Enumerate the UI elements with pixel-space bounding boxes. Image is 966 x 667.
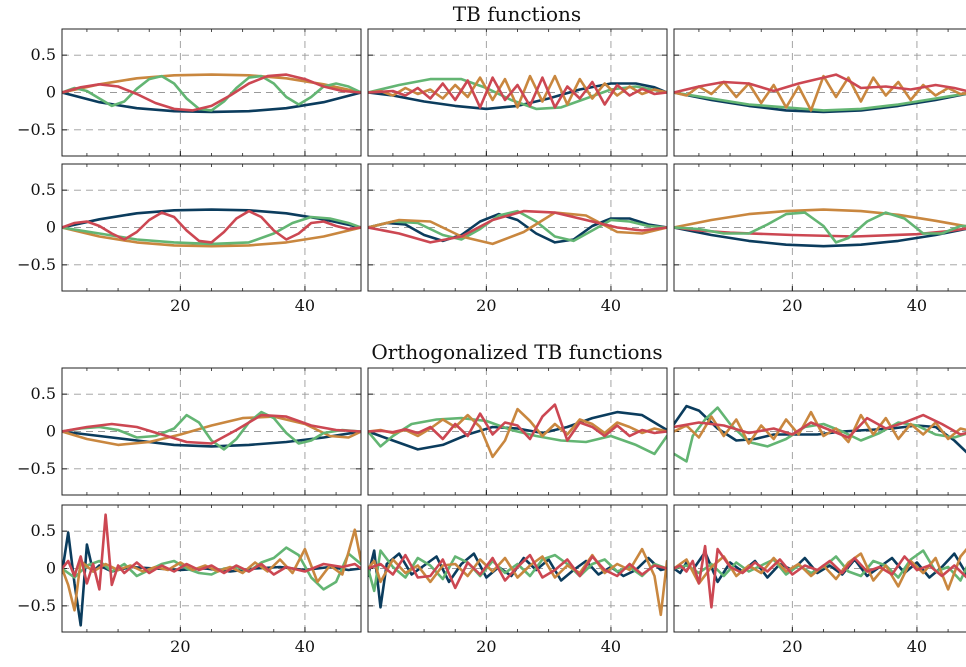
series-line-4	[368, 553, 667, 590]
top-group-title: TB functions	[453, 2, 581, 26]
series-line-3	[368, 74, 667, 109]
series-line-1	[62, 91, 361, 114]
series-line-2	[62, 226, 361, 248]
x-tick-label: 40	[601, 637, 621, 656]
series-line-4	[674, 211, 966, 244]
panel-frame	[673, 28, 966, 157]
y-tick-label: 0.5	[31, 384, 56, 403]
y-tick-label: −0.5	[17, 596, 56, 615]
panel-g1-r0-c2	[673, 367, 966, 496]
panel-g1-r0-c1	[367, 367, 668, 496]
series-line-4	[368, 209, 667, 244]
x-tick-label: 20	[476, 296, 496, 315]
panel-g0-r1-c1: 20 40	[367, 163, 668, 315]
curves	[368, 209, 667, 246]
x-tick-label: 20	[782, 296, 802, 315]
series-line-3	[674, 208, 966, 229]
panel-grid: −0.500.5−0.500.520 40 20 40 20 40−0.500.5−0.5…	[17, 28, 966, 656]
curves	[368, 403, 667, 459]
series-line-4	[674, 413, 966, 439]
series-line-4	[368, 403, 667, 442]
y-tick-label: −0.5	[17, 255, 56, 274]
y-tick-label: 0	[46, 218, 56, 237]
series-line-2	[368, 209, 667, 243]
panel-g1-r0-c0: −0.5 0 0.5	[17, 367, 362, 496]
y-tick-label: 0	[46, 559, 56, 578]
panel-g0-r1-c0: −0.5 0 0.5 20 40	[17, 163, 362, 315]
series-line-4	[62, 73, 361, 112]
series-line-3	[62, 528, 361, 612]
curves	[674, 208, 966, 248]
series-line-2	[674, 91, 966, 112]
x-tick-label: 20	[170, 637, 190, 656]
y-tick-label: 0	[46, 422, 56, 441]
series-line-4	[674, 544, 966, 609]
panel-frame	[61, 28, 362, 157]
panel-g0-r1-c2: 20 40	[673, 163, 966, 315]
panel-frame	[673, 504, 966, 633]
x-tick-label: 20	[476, 637, 496, 656]
y-tick-label: −0.5	[17, 459, 56, 478]
y-tick-label: 0	[46, 83, 56, 102]
curves	[674, 404, 966, 463]
x-tick-label: 40	[601, 296, 621, 315]
panel-frame	[367, 504, 668, 633]
series-line-2	[62, 415, 361, 447]
curves	[674, 73, 966, 114]
series-line-4	[368, 76, 667, 109]
panel-frame	[61, 367, 362, 496]
x-tick-label: 20	[170, 296, 190, 315]
y-tick-label: −0.5	[17, 120, 56, 139]
series-line-1	[368, 410, 667, 451]
series-line-1	[62, 430, 361, 448]
panel-frame	[61, 163, 362, 292]
panel-g1-r1-c0: −0.5 0 0.5 20 40	[17, 504, 362, 656]
series-line-3	[368, 407, 667, 459]
x-tick-label: 40	[907, 637, 927, 656]
curves	[62, 208, 361, 248]
x-tick-label: 20	[782, 637, 802, 656]
panel-g0-r0-c0: −0.5 0 0.5	[17, 28, 362, 157]
series-line-4	[62, 209, 361, 244]
curves	[62, 513, 361, 627]
series-line-4	[62, 513, 361, 591]
bottom-group-title: Orthogonalized TB functions	[371, 340, 662, 364]
curves	[674, 544, 966, 609]
curves	[368, 74, 667, 111]
panel-g0-r0-c2	[673, 28, 966, 157]
x-tick-label: 40	[295, 637, 315, 656]
x-tick-label: 40	[295, 296, 315, 315]
curves	[62, 73, 361, 114]
series-line-1	[368, 82, 667, 111]
curves	[62, 410, 361, 451]
panel-frame	[673, 163, 966, 292]
series-line-3	[62, 74, 361, 112]
series-line-3	[62, 215, 361, 246]
series-line-4	[674, 73, 966, 94]
panel-frame	[367, 28, 668, 157]
panel-g1-r1-c1: 20 40	[367, 504, 668, 656]
y-tick-label: 0.5	[31, 521, 56, 540]
y-tick-label: 0.5	[31, 180, 56, 199]
x-tick-label: 40	[907, 296, 927, 315]
panel-frame	[367, 163, 668, 292]
curves	[368, 547, 667, 617]
series-line-3	[674, 410, 966, 445]
series-line-4	[62, 413, 361, 445]
panel-frame	[673, 367, 966, 496]
panel-g0-r0-c1	[367, 28, 668, 157]
series-line-3	[368, 211, 667, 246]
series-line-1	[368, 212, 667, 244]
panel-frame	[367, 367, 668, 496]
panel-frame	[61, 504, 362, 633]
series-line-1	[674, 91, 966, 114]
series-line-3	[62, 410, 361, 451]
series-line-1	[674, 226, 966, 248]
y-tick-label: 0.5	[31, 45, 56, 64]
panel-g1-r1-c2: 20 40	[673, 504, 966, 656]
